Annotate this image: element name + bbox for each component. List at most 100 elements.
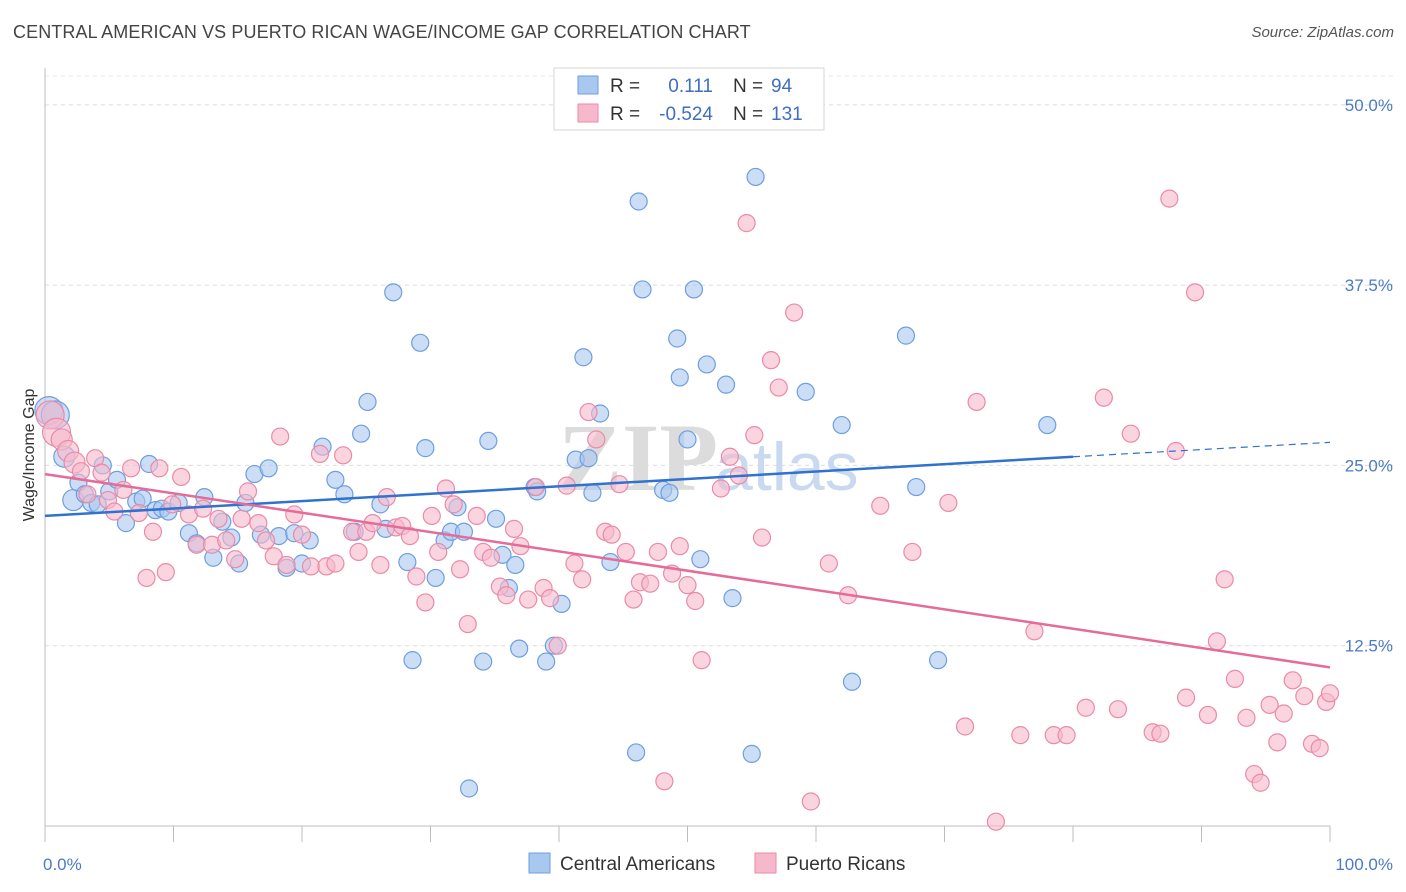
legend-r-value-2: -0.524 (659, 104, 713, 125)
y-tick-labels: 12.5% 25.0% 37.5% 50.0% (1345, 96, 1393, 656)
point-puerto-ricans-27 (232, 509, 251, 528)
point-puerto-ricans-55 (444, 495, 463, 514)
point-puerto-ricans-34 (285, 505, 304, 524)
point-puerto-ricans-19 (172, 467, 191, 487)
point-puerto-ricans-37 (310, 444, 330, 463)
point-puerto-ricans-106 (986, 812, 1006, 831)
point-puerto-ricans-40 (334, 446, 353, 465)
point-central-americans-54 (479, 431, 498, 451)
legend-r-label-1: R = (610, 76, 640, 97)
point-puerto-ricans-32 (271, 427, 290, 446)
point-central-americans-46 (411, 333, 430, 352)
x-tick-label-right: 100.0% (1335, 855, 1393, 874)
series-puerto-ricans (35, 189, 1340, 831)
point-puerto-ricans-117 (1160, 189, 1179, 208)
point-puerto-ricans-132 (1295, 687, 1314, 706)
point-puerto-ricans-39 (326, 554, 345, 573)
y-tick-label-1: 25.0% (1345, 456, 1393, 475)
y-tick-label-3: 50.0% (1345, 96, 1393, 115)
point-puerto-ricans-36 (301, 557, 321, 576)
point-puerto-ricans-88 (692, 651, 711, 670)
point-central-americans-84 (742, 744, 761, 763)
point-puerto-ricans-123 (1215, 570, 1234, 589)
point-puerto-ricans-54 (436, 479, 456, 498)
point-puerto-ricans-124 (1225, 669, 1245, 688)
point-central-americans-47 (416, 439, 435, 458)
point-puerto-ricans-21 (187, 535, 206, 554)
point-puerto-ricans-98 (801, 792, 820, 811)
bottom-legend-swatch-pink (754, 852, 777, 874)
point-puerto-ricans-101 (871, 496, 890, 515)
legend-swatch-blue (577, 75, 599, 95)
legend-n-value-1: 94 (771, 76, 793, 97)
point-puerto-ricans-131 (1283, 671, 1302, 690)
point-puerto-ricans-94 (752, 528, 772, 547)
point-central-americans-70 (601, 552, 620, 572)
point-central-americans-11 (116, 514, 136, 533)
point-puerto-ricans-130 (1274, 704, 1293, 723)
point-puerto-ricans-81 (641, 574, 660, 593)
point-puerto-ricans-114 (1121, 424, 1140, 443)
point-puerto-ricans-35 (292, 525, 312, 544)
point-puerto-ricans-90 (720, 447, 740, 466)
point-puerto-ricans-95 (761, 351, 781, 370)
point-puerto-ricans-99 (819, 554, 838, 573)
point-puerto-ricans-56 (450, 560, 470, 579)
point-puerto-ricans-96 (769, 378, 788, 397)
point-central-americans-43 (384, 283, 403, 302)
point-puerto-ricans-65 (519, 590, 538, 609)
legend: R = 0.111 N = 94 R = -0.524 N = 131 (553, 67, 825, 131)
point-puerto-ricans-136 (1320, 684, 1340, 703)
point-central-americans-71 (633, 280, 652, 299)
point-central-americans-77 (670, 368, 689, 387)
point-puerto-ricans-85 (670, 537, 689, 556)
point-puerto-ricans-58 (467, 506, 486, 526)
point-puerto-ricans-63 (504, 519, 524, 538)
point-puerto-ricans-76 (602, 525, 621, 544)
point-central-americans-67 (583, 483, 602, 502)
legend-r-label-2: R = (610, 104, 640, 125)
point-puerto-ricans-116 (1151, 724, 1170, 743)
chart-title: CENTRAL AMERICAN VS PUERTO RICAN WAGE/IN… (13, 22, 751, 42)
point-puerto-ricans-45 (371, 555, 390, 575)
point-puerto-ricans-87 (686, 591, 705, 611)
point-puerto-ricans-111 (1076, 698, 1095, 717)
point-puerto-ricans-93 (745, 426, 764, 445)
point-central-americans-88 (842, 672, 862, 691)
point-puerto-ricans-42 (349, 542, 368, 562)
point-puerto-ricans-30 (256, 531, 276, 550)
point-central-americans-86 (796, 382, 815, 401)
point-central-americans-58 (506, 555, 525, 575)
point-puerto-ricans-134 (1310, 739, 1329, 758)
y-tick-label-2: 37.5% (1345, 276, 1393, 295)
x-tick-label-left: 0.0% (43, 855, 82, 874)
point-puerto-ricans-82 (648, 542, 668, 562)
point-central-americans-90 (907, 477, 926, 497)
point-puerto-ricans-51 (416, 593, 435, 612)
point-puerto-ricans-13 (129, 503, 148, 523)
point-puerto-ricans-129 (1268, 733, 1287, 752)
y-tick-label-0: 12.5% (1345, 637, 1393, 656)
point-puerto-ricans-78 (616, 542, 635, 562)
point-puerto-ricans-31 (264, 547, 283, 566)
point-puerto-ricans-28 (238, 482, 258, 501)
point-puerto-ricans-103 (939, 493, 958, 513)
point-puerto-ricans-107 (1011, 726, 1030, 745)
y-axis-label: Wage/Income Gap (21, 389, 38, 522)
point-puerto-ricans-110 (1057, 726, 1076, 745)
point-central-americans-78 (678, 430, 697, 449)
point-central-americans-55 (486, 509, 506, 528)
bottom-legend: Central Americans Puerto Ricans (528, 852, 905, 875)
point-central-americans-29 (259, 459, 278, 478)
point-central-americans-48 (426, 568, 445, 588)
trend-lines (44, 441, 1331, 669)
point-puerto-ricans-119 (1176, 688, 1196, 707)
point-puerto-ricans-74 (587, 430, 606, 449)
point-central-americans-80 (691, 550, 710, 569)
point-puerto-ricans-24 (209, 509, 228, 528)
point-puerto-ricans-86 (678, 576, 697, 595)
point-puerto-ricans-79 (624, 590, 643, 609)
point-central-americans-73 (629, 192, 648, 211)
point-puerto-ricans-113 (1108, 700, 1128, 719)
point-puerto-ricans-108 (1025, 622, 1044, 641)
